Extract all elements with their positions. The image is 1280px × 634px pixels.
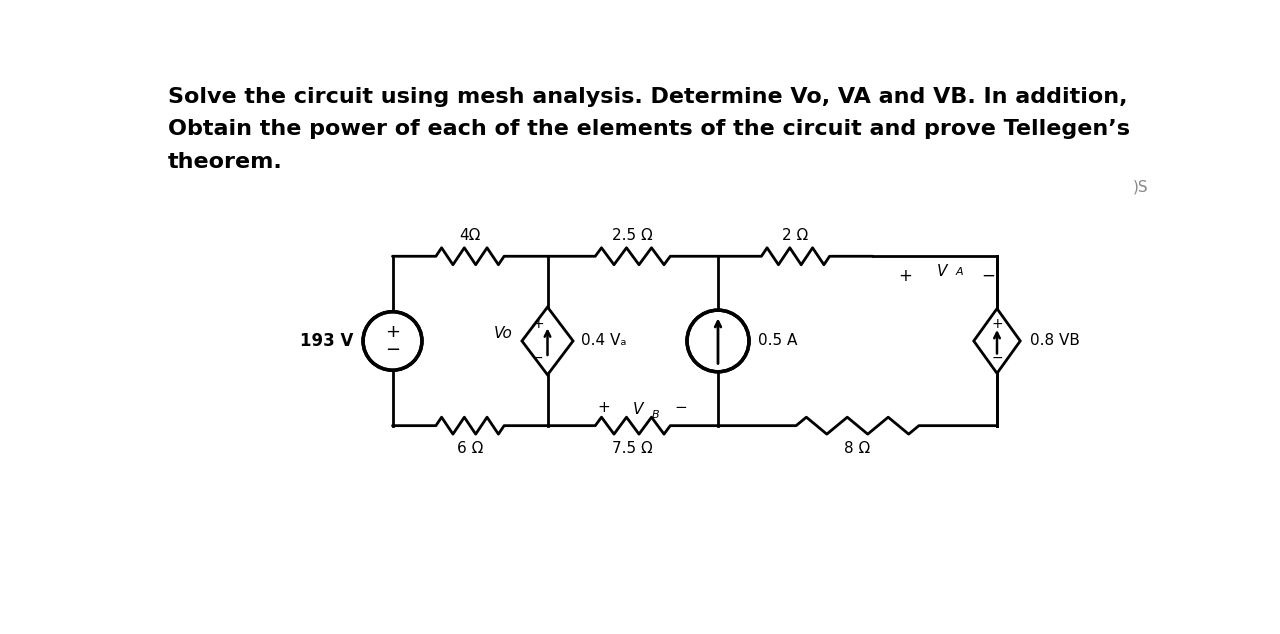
Text: 4Ω: 4Ω [460,228,481,243]
Text: A: A [956,267,964,277]
Polygon shape [522,307,573,375]
Text: 2.5 Ω: 2.5 Ω [612,228,653,243]
Text: B: B [652,410,659,420]
Text: 7.5 Ω: 7.5 Ω [612,441,653,456]
Circle shape [364,313,421,370]
Text: Obtain the power of each of the elements of the circuit and prove Tellegen’s: Obtain the power of each of the elements… [168,119,1130,139]
Text: +: + [991,317,1002,331]
Text: Solve the circuit using mesh analysis. Determine Vo, VA and VB. In addition,: Solve the circuit using mesh analysis. D… [168,87,1128,107]
Text: 6 Ω: 6 Ω [457,441,483,456]
Text: 0.4 Vₐ: 0.4 Vₐ [581,333,626,349]
Text: 0.8 VB: 0.8 VB [1029,333,1079,349]
Text: +: + [899,267,913,285]
Text: −: − [675,400,687,415]
Text: +: + [532,317,544,331]
Text: Vo: Vo [494,326,512,340]
Text: −: − [982,267,996,285]
Text: theorem.: theorem. [168,152,283,172]
Text: 2 Ω: 2 Ω [782,228,809,243]
Text: V: V [937,264,947,279]
Text: )S: )S [1133,179,1148,194]
Text: V: V [632,402,643,417]
Polygon shape [974,309,1020,373]
Text: −: − [532,351,544,365]
Text: 193 V: 193 V [301,332,353,350]
Text: −: − [991,351,1002,365]
Text: −: − [385,341,401,359]
Text: 0.5 A: 0.5 A [758,333,797,349]
Circle shape [687,311,749,371]
Text: +: + [385,323,399,340]
Text: 8 Ω: 8 Ω [845,441,870,456]
Text: +: + [596,400,609,415]
